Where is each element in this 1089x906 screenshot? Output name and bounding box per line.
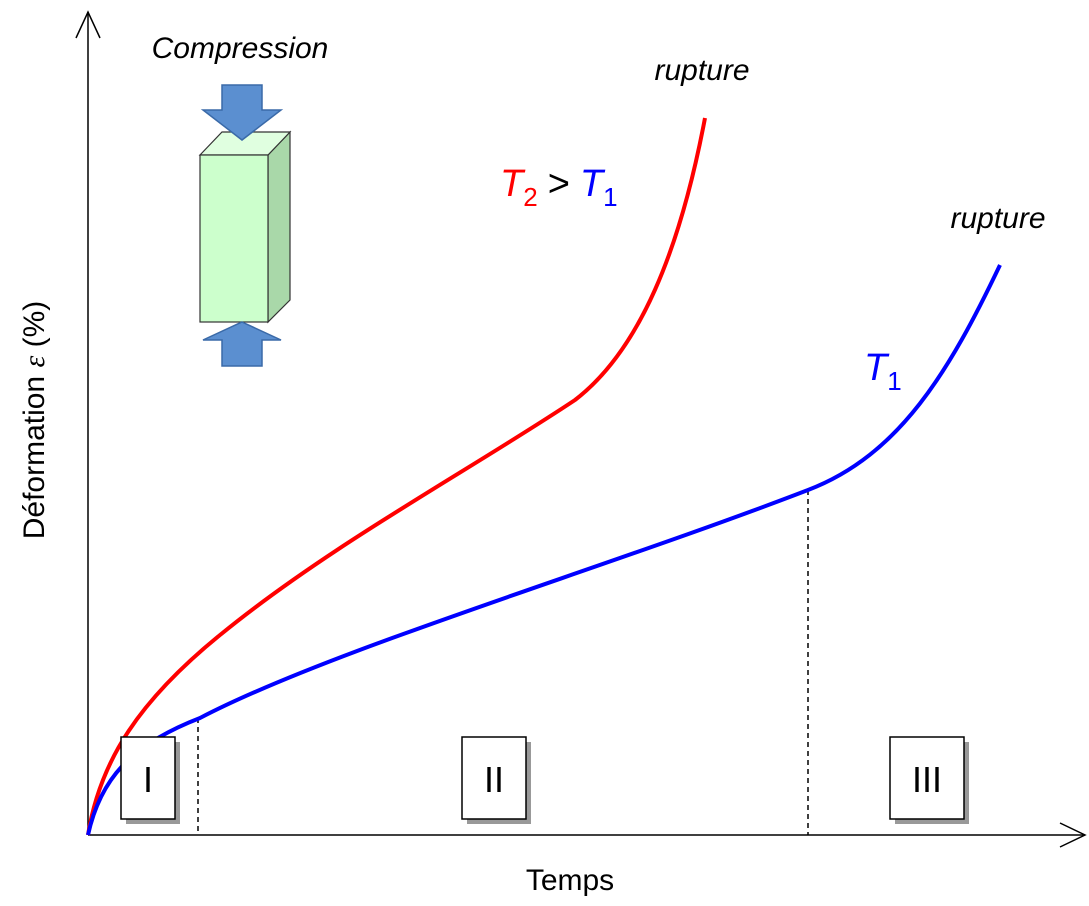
x-axis-label: Temps: [526, 864, 614, 897]
symbol: T: [580, 163, 606, 205]
subscript: 1: [603, 182, 617, 212]
symbol: T: [864, 347, 890, 389]
stage-label: II: [484, 759, 504, 800]
rupture-label: rupture: [654, 54, 749, 87]
word: Déformation: [18, 376, 51, 539]
specimen: [198, 84, 292, 367]
stage-label: I: [143, 759, 153, 800]
stage-label: III: [912, 759, 942, 800]
rupture-label: rupture: [950, 202, 1045, 235]
operator: >: [548, 163, 570, 205]
stage-box: [889, 736, 965, 820]
symbol: ε: [18, 356, 51, 368]
stage-box: [120, 736, 176, 820]
comparison: T2 > T1: [500, 163, 618, 212]
subscript: 1: [887, 366, 901, 396]
x-axis-arrow: [1059, 822, 1087, 848]
specimen-label: Compression: [152, 32, 329, 65]
subscript: 2: [523, 182, 537, 212]
unit: (%): [18, 301, 51, 348]
y-axis-label: Déformation ε (%): [18, 301, 51, 540]
symbol: T: [500, 163, 526, 205]
curve-t2: [86, 117, 707, 836]
curve-label: T1: [864, 347, 902, 396]
stage-box: [461, 736, 527, 820]
y-axis-arrow: [75, 10, 101, 39]
